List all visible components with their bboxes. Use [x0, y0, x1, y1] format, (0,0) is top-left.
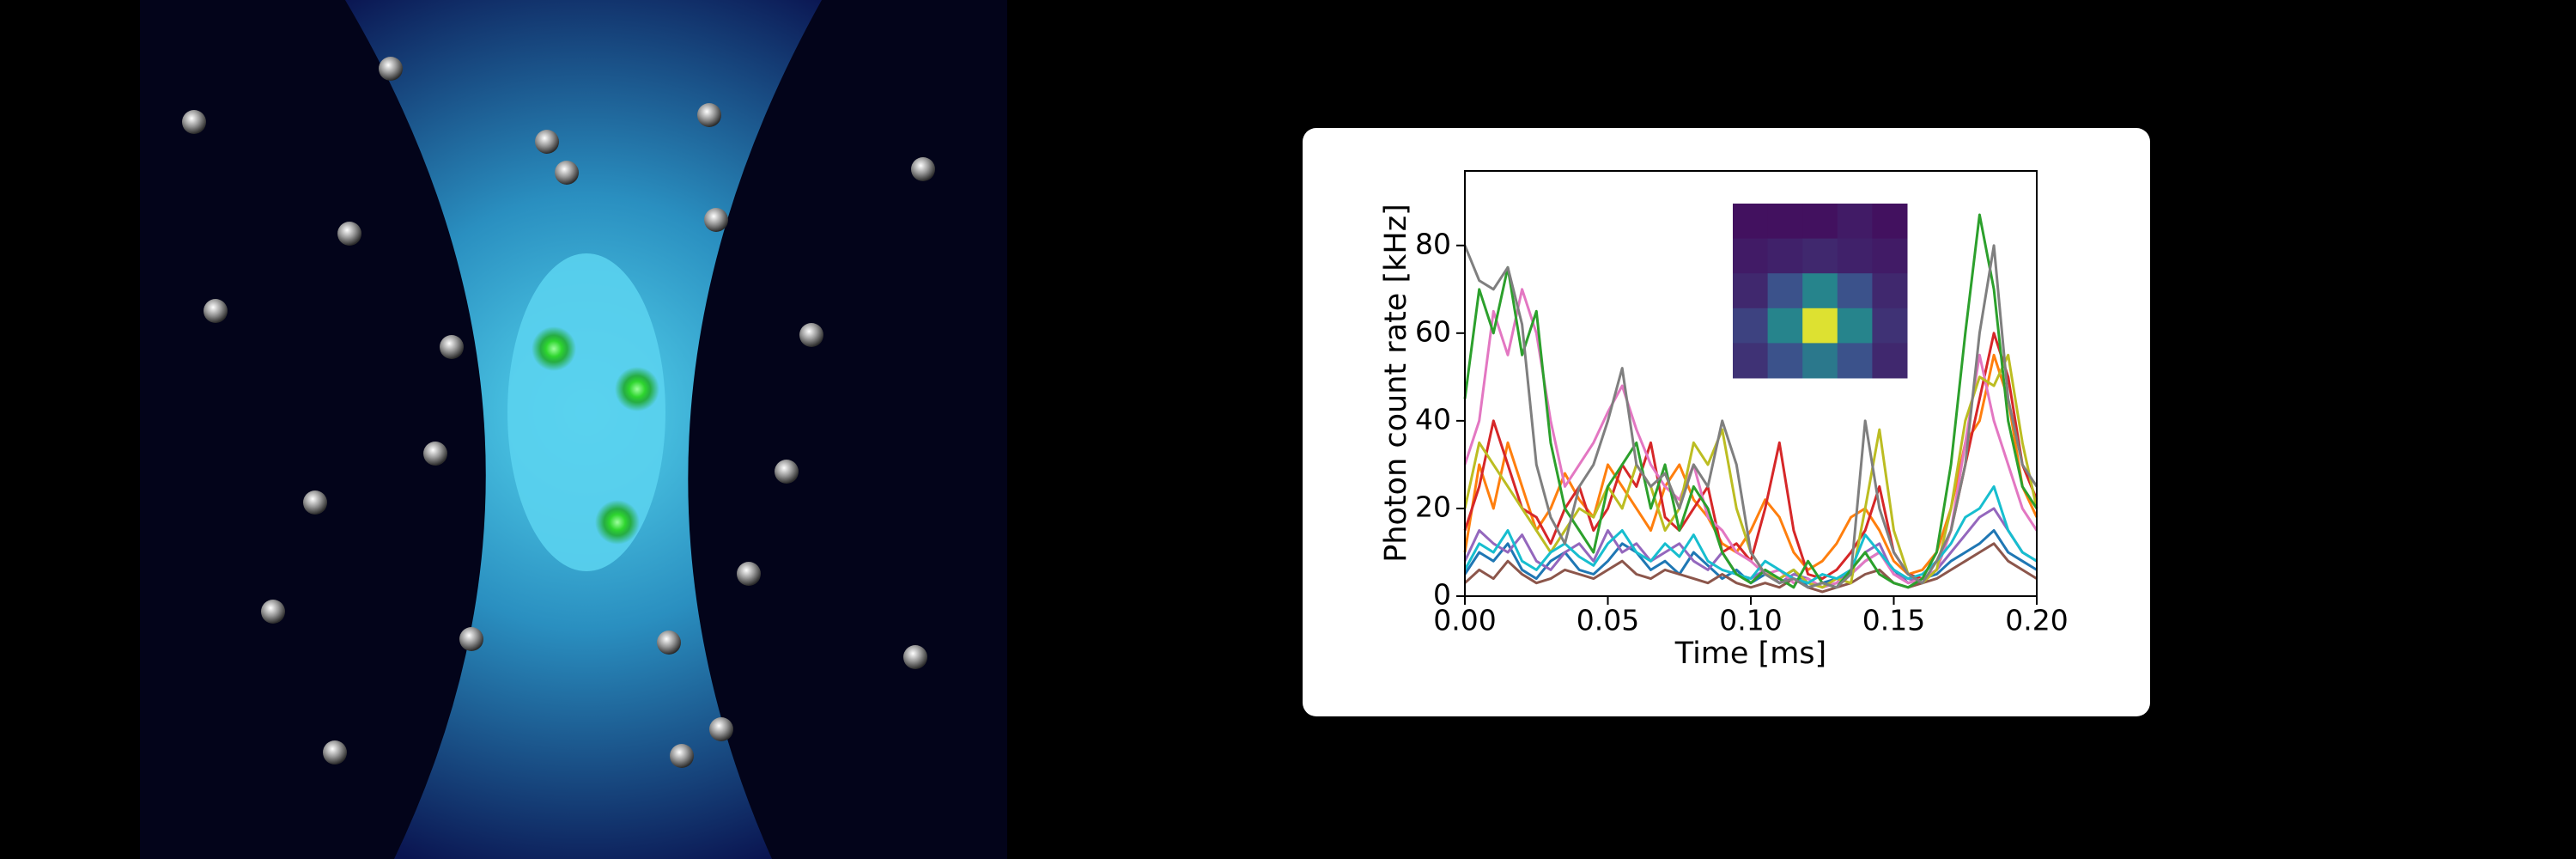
heatmap-cell	[1767, 308, 1803, 344]
heatmap-cell	[1733, 273, 1769, 309]
heatmap-cell	[1767, 273, 1803, 309]
heatmap-cell	[1872, 238, 1908, 274]
y-tick-label: 0	[1433, 578, 1451, 612]
trapped-atom	[532, 326, 576, 371]
heatmap-cell	[1802, 308, 1838, 344]
heatmap-cell	[1872, 204, 1908, 240]
atom	[535, 130, 559, 154]
data-line	[1463, 244, 2038, 589]
x-tick-label: 0.00	[1433, 604, 1496, 637]
atom	[555, 161, 579, 185]
y-tick-label: 40	[1415, 402, 1451, 436]
heatmap-cell	[1767, 343, 1803, 379]
heatmap-cell	[1802, 273, 1838, 309]
y-tick-label: 60	[1415, 314, 1451, 348]
background-atoms	[182, 57, 935, 768]
y-axis-label: Photon count rate [kHz]	[1379, 204, 1413, 563]
atom	[670, 744, 694, 768]
heatmap-cell	[1733, 343, 1769, 379]
heatmap-cell	[1802, 204, 1838, 240]
atom	[903, 645, 927, 669]
atom	[911, 157, 935, 181]
trapped-atom	[615, 367, 659, 411]
atom	[323, 740, 347, 765]
y-tick-label: 20	[1415, 490, 1451, 523]
heatmap-cell	[1872, 308, 1908, 344]
heatmap-cell	[1837, 204, 1873, 240]
atom	[182, 110, 206, 134]
atom	[423, 442, 447, 466]
x-tick-label: 0.15	[1862, 604, 1925, 637]
heatmap-cell	[1767, 204, 1803, 240]
atom	[704, 208, 728, 232]
atom	[657, 631, 681, 655]
heatmap-cell	[1837, 308, 1873, 344]
x-tick-label: 0.20	[2005, 604, 2068, 637]
plot: Time [ms] Photon count rate [kHz] 0.00 0.…	[1379, 170, 2069, 671]
atom	[697, 103, 721, 127]
heatmap-cell	[1802, 238, 1838, 274]
heatmap-cell	[1802, 343, 1838, 379]
data-line	[1463, 484, 2038, 585]
atom	[261, 600, 285, 624]
x-tick-label: 0.05	[1577, 604, 1639, 637]
atom	[737, 562, 761, 586]
heatmap-cell	[1837, 273, 1873, 309]
trapped-atom	[595, 500, 640, 545]
atom	[337, 222, 361, 246]
trapped-atoms	[532, 326, 659, 545]
atom	[440, 335, 464, 359]
atom	[709, 717, 733, 741]
trap-region	[507, 253, 665, 571]
heatmap-cell	[1767, 238, 1803, 274]
data-line	[1463, 542, 2038, 594]
atom	[379, 57, 403, 81]
atom	[303, 490, 327, 515]
y-tick-label: 80	[1415, 227, 1451, 260]
atom	[204, 299, 228, 323]
atom	[799, 323, 823, 347]
illustration	[140, 0, 1007, 859]
atom	[775, 460, 799, 484]
heatmap-cell	[1733, 204, 1769, 240]
heatmap-cell	[1872, 343, 1908, 379]
data-line	[1463, 213, 2038, 589]
x-axis-label: Time [ms]	[1674, 637, 1826, 671]
heatmap-cell	[1872, 273, 1908, 309]
heatmap-cell	[1837, 343, 1873, 379]
heatmap-cell	[1733, 308, 1769, 344]
x-tick-label: 0.10	[1719, 604, 1782, 637]
atom	[459, 627, 483, 651]
heatmap-cell	[1837, 238, 1873, 274]
heatmap-cell	[1733, 238, 1769, 274]
